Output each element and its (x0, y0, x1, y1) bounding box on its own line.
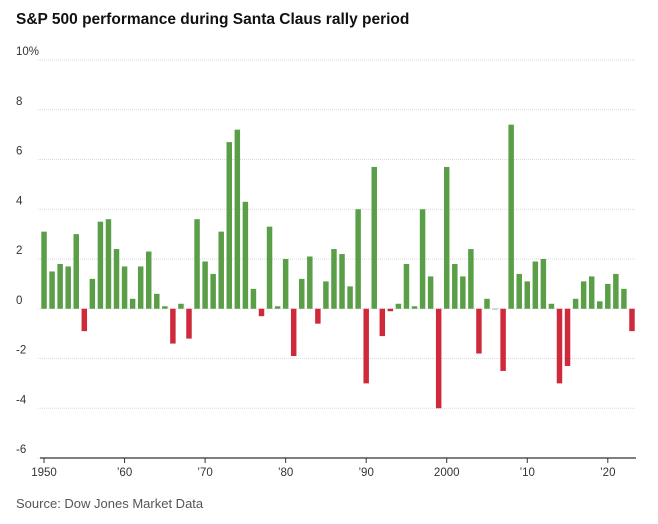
y-tick-label: 6 (16, 146, 22, 158)
bar-1996 (411, 306, 418, 309)
source-note: Source: Dow Jones Market Data (16, 496, 204, 511)
bar-1982 (299, 278, 305, 309)
bar-1976 (250, 288, 257, 309)
bar-1988 (347, 286, 353, 309)
bar-1967 (178, 303, 184, 309)
gridlines (38, 59, 636, 459)
bar-2007 (500, 308, 506, 371)
bar-1984 (315, 308, 321, 324)
bar-2019 (597, 301, 603, 309)
bar-1998 (427, 276, 434, 309)
bar-2003 (468, 249, 474, 309)
bar-1956 (89, 278, 96, 309)
bar-1963 (145, 251, 152, 309)
bar-2013 (548, 303, 555, 309)
bar-2023 (629, 308, 635, 332)
bar-2010 (524, 281, 531, 309)
bar-1970 (202, 261, 208, 309)
y-tick-label: 0 (16, 295, 22, 307)
bar-1959 (113, 249, 120, 309)
bar-1958 (105, 219, 112, 309)
x-axis-labels: 1950 ’60 ’70 ’80 ’90 2000 ’10 ’20 (31, 467, 615, 479)
bar-1987 (339, 254, 345, 309)
bar-2016 (572, 298, 579, 309)
bar-2018 (588, 276, 595, 309)
bar-1994 (395, 303, 402, 309)
y-tick-label: 10% (16, 46, 39, 58)
bar-2022 (621, 288, 627, 309)
bar-1952 (57, 263, 63, 309)
bar-1964 (154, 293, 160, 309)
bar-1971 (210, 273, 216, 309)
bar-2001 (452, 263, 458, 309)
bar-2002 (460, 276, 466, 309)
chart-title: S&P 500 performance during Santa Claus r… (16, 11, 410, 28)
bar-1969 (194, 219, 200, 309)
y-axis-labels: 10% 8 6 4 2 0 -2 -4 -6 (16, 46, 39, 456)
y-tick-label: 8 (16, 96, 22, 108)
bar-1965 (162, 306, 168, 309)
bar-1974 (234, 129, 241, 309)
bar-2011 (532, 261, 539, 309)
bar-1950 (41, 231, 47, 309)
bar-1960 (121, 266, 128, 309)
bar-2009 (516, 273, 522, 309)
bar-1978 (266, 226, 273, 309)
y-tick-label: -4 (16, 394, 27, 406)
bars (41, 124, 635, 409)
bar-1993 (387, 308, 394, 312)
x-tick-label: ’90 (359, 467, 374, 479)
bar-2021 (613, 273, 619, 309)
bar-1992 (379, 308, 386, 337)
bar-1961 (129, 298, 136, 309)
x-tick-label: 1950 (31, 467, 57, 479)
bar-1972 (218, 231, 224, 309)
y-tick-label: 4 (16, 195, 23, 207)
bar-2014 (556, 308, 563, 384)
bar-1991 (371, 166, 377, 309)
bar-1997 (419, 209, 426, 309)
bar-1966 (170, 308, 176, 344)
bar-1954 (73, 234, 79, 309)
bar-2005 (484, 298, 490, 309)
bar-1995 (403, 263, 410, 309)
x-tick-label: 2000 (434, 467, 460, 479)
y-tick-label: -6 (16, 444, 26, 456)
x-axis (40, 457, 636, 463)
bar-1980 (282, 259, 289, 309)
bar-2017 (580, 281, 587, 309)
bar-1951 (49, 271, 55, 309)
bar-1986 (331, 249, 337, 309)
bar-1975 (242, 201, 249, 309)
bar-1953 (65, 266, 71, 309)
bar-1981 (290, 308, 297, 357)
bar-1962 (137, 266, 144, 309)
bar-1957 (97, 221, 104, 309)
bar-2015 (564, 308, 571, 366)
bar-1985 (323, 281, 329, 309)
bar-1955 (81, 308, 88, 332)
y-tick-label: 2 (16, 245, 22, 257)
bar-1968 (186, 308, 192, 339)
bar-2006 (492, 308, 498, 310)
bar-1990 (363, 308, 369, 384)
x-tick-label: ’10 (520, 467, 535, 479)
bar-1983 (307, 256, 313, 309)
bar-2012 (540, 259, 547, 309)
bar-2020 (605, 283, 611, 309)
x-tick-label: ’20 (600, 467, 615, 479)
bar-1979 (274, 306, 281, 309)
bar-1999 (435, 308, 442, 409)
x-tick-label: ’80 (278, 467, 293, 479)
bar-2008 (508, 124, 514, 309)
x-tick-label: ’70 (197, 467, 212, 479)
bar-1977 (258, 308, 265, 317)
bar-2004 (476, 308, 482, 354)
y-tick-label: -2 (16, 345, 26, 357)
x-tick-label: ’60 (117, 467, 132, 479)
bar-1989 (355, 209, 361, 309)
bar-2000 (443, 166, 450, 309)
bar-1973 (226, 142, 233, 309)
